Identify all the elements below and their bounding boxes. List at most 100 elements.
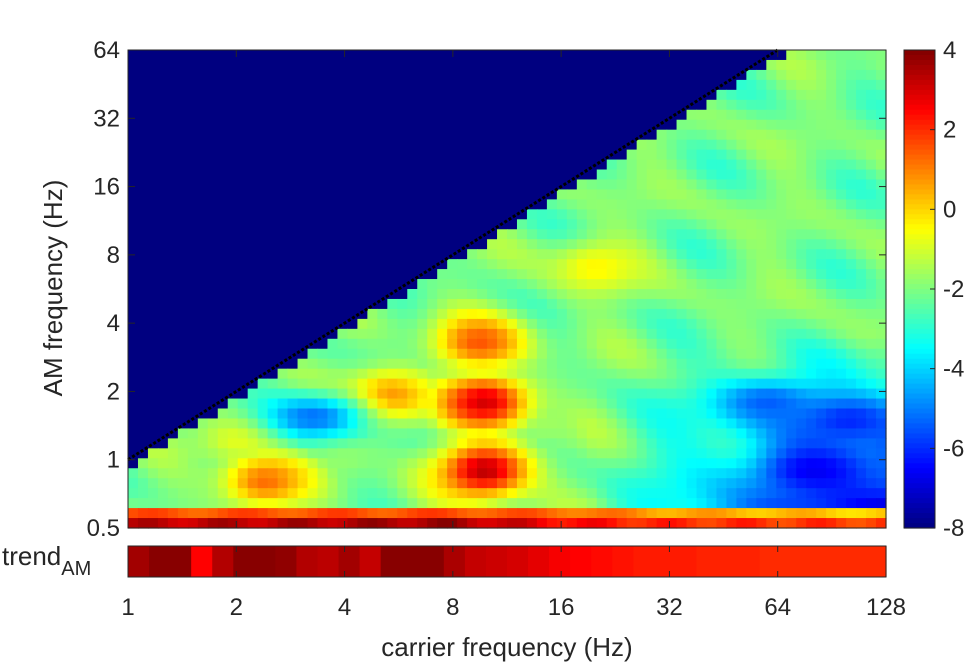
- heatmap-cell: [268, 140, 279, 151]
- colorbar-cell: [904, 75, 935, 81]
- heatmap-cell: [567, 150, 578, 161]
- heatmap-cell: [487, 269, 498, 280]
- heatmap-cell: [876, 289, 887, 300]
- heatmap-cell: [677, 448, 688, 459]
- heatmap-cell: [537, 229, 548, 240]
- heatmap-cell: [138, 399, 149, 410]
- heatmap-cell: [657, 339, 668, 350]
- heatmap-cell: [228, 299, 239, 310]
- heatmap-cell: [617, 518, 628, 529]
- heatmap-cell: [557, 508, 568, 519]
- heatmap-cell: [128, 150, 139, 161]
- heatmap-cell: [746, 428, 757, 439]
- heatmap-cell: [836, 448, 847, 459]
- heatmap-cell: [627, 438, 638, 449]
- colorbar-cell: [904, 50, 935, 56]
- heatmap-cell: [407, 488, 418, 499]
- heatmap-cell: [577, 319, 588, 330]
- heatmap-cell: [357, 498, 368, 509]
- heatmap-cell: [367, 160, 378, 171]
- heatmap-cell: [826, 239, 837, 250]
- heatmap-cell: [537, 518, 548, 529]
- heatmap-cell: [846, 269, 857, 280]
- heatmap-cell: [377, 120, 388, 131]
- heatmap-cell: [178, 50, 189, 61]
- heatmap-cell: [846, 448, 857, 459]
- heatmap-cell: [447, 160, 458, 171]
- colorbar-cell: [904, 135, 935, 141]
- heatmap-cell: [587, 478, 598, 489]
- heatmap-cell: [258, 418, 269, 429]
- heatmap-cell: [148, 468, 159, 479]
- heatmap-cell: [168, 409, 179, 420]
- heatmap-cell: [776, 448, 787, 459]
- heatmap-cell: [776, 70, 787, 81]
- heatmap-cell: [347, 289, 358, 300]
- heatmap-cell: [647, 140, 658, 151]
- heatmap-cell: [128, 189, 139, 200]
- heatmap-cell: [467, 319, 478, 330]
- heatmap-cell: [736, 478, 747, 489]
- heatmap-cell: [677, 329, 688, 340]
- heatmap-cell: [756, 518, 767, 529]
- heatmap-cell: [357, 369, 368, 380]
- heatmap-cell: [347, 60, 358, 71]
- heatmap-cell: [198, 100, 209, 111]
- heatmap-cell: [557, 309, 568, 320]
- heatmap-cell: [158, 120, 169, 131]
- heatmap-cell: [288, 229, 299, 240]
- heatmap-cell: [677, 120, 688, 131]
- heatmap-cell: [457, 120, 468, 131]
- heatmap-cell: [218, 468, 229, 479]
- heatmap-cell: [327, 189, 338, 200]
- heatmap-cell: [298, 399, 309, 410]
- heatmap-cell: [198, 319, 209, 330]
- heatmap-cell: [128, 229, 139, 240]
- heatmap-cell: [357, 199, 368, 210]
- heatmap-cell: [637, 219, 648, 230]
- heatmap-cell: [148, 359, 159, 370]
- heatmap-cell: [657, 140, 668, 151]
- heatmap-cell: [816, 498, 827, 509]
- heatmap-cell: [697, 319, 708, 330]
- heatmap-cell: [198, 418, 209, 429]
- heatmap-cell: [577, 279, 588, 290]
- heatmap-cell: [198, 279, 209, 290]
- heatmap-cell: [168, 448, 179, 459]
- heatmap-cell: [308, 80, 319, 91]
- heatmap-cell: [278, 259, 289, 270]
- heatmap-cell: [248, 289, 259, 300]
- heatmap-cell: [806, 140, 817, 151]
- heatmap-cell: [258, 478, 269, 489]
- heatmap-cell: [617, 150, 628, 161]
- colorbar-cell: [904, 458, 935, 464]
- heatmap-cell: [856, 229, 867, 240]
- heatmap-cell: [617, 418, 628, 429]
- heatmap-cell: [587, 199, 598, 210]
- heatmap-cell: [796, 279, 807, 290]
- heatmap-cell: [457, 229, 468, 240]
- heatmap-cell: [756, 399, 767, 410]
- heatmap-cell: [627, 518, 638, 529]
- heatmap-cell: [198, 458, 209, 469]
- heatmap-cell: [497, 60, 508, 71]
- heatmap-cell: [188, 359, 199, 370]
- heatmap-cell: [736, 229, 747, 240]
- heatmap-cell: [198, 518, 209, 529]
- heatmap-cell: [726, 249, 737, 260]
- heatmap-cell: [148, 349, 159, 360]
- heatmap-cell: [866, 229, 877, 240]
- heatmap-cell: [517, 468, 528, 479]
- heatmap-cell: [407, 60, 418, 71]
- heatmap-cell: [866, 468, 877, 479]
- heatmap-cell: [367, 319, 378, 330]
- heatmap-cell: [846, 319, 857, 330]
- heatmap-cell: [507, 50, 518, 61]
- heatmap-cell: [577, 389, 588, 400]
- heatmap-cell: [377, 229, 388, 240]
- heatmap-cell: [397, 239, 408, 250]
- heatmap-cell: [587, 229, 598, 240]
- heatmap-cell: [437, 329, 448, 340]
- heatmap-cell: [557, 269, 568, 280]
- heatmap-cell: [258, 289, 269, 300]
